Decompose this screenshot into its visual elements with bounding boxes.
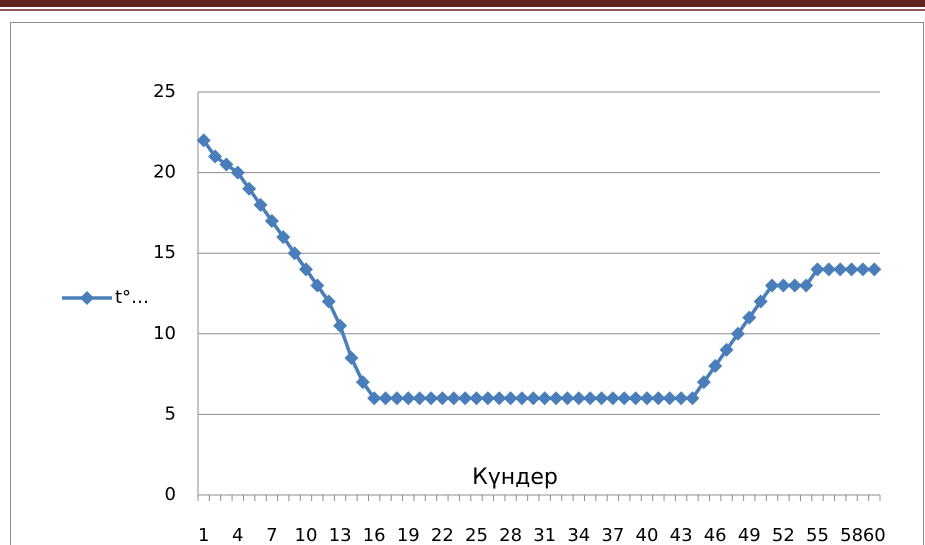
marker: [458, 391, 473, 406]
marker: [787, 278, 802, 293]
marker: [378, 391, 393, 406]
x-tick-label: 16: [363, 525, 386, 545]
marker: [753, 294, 768, 309]
marker: [855, 262, 870, 277]
x-axis-title: Күндер: [472, 465, 558, 490]
marker: [776, 278, 791, 293]
marker: [549, 391, 564, 406]
marker: [355, 375, 370, 390]
marker: [685, 391, 700, 406]
marker: [367, 391, 382, 406]
x-tick-label: 34: [567, 525, 590, 545]
x-tick-label: 37: [601, 525, 624, 545]
x-tick-label: 4: [232, 525, 243, 545]
marker: [287, 246, 302, 261]
x-tick-label: 43: [670, 525, 693, 545]
marker: [344, 350, 359, 365]
y-tick-label: 5: [165, 403, 176, 424]
marker: [617, 391, 632, 406]
marker: [514, 391, 529, 406]
marker: [742, 310, 757, 325]
marker: [674, 391, 689, 406]
marker: [594, 391, 609, 406]
marker: [810, 262, 825, 277]
x-tick-label: 1: [198, 525, 209, 545]
marker: [765, 278, 780, 293]
marker: [639, 391, 654, 406]
marker: [867, 262, 882, 277]
marker: [719, 342, 734, 357]
x-tick-label: 46: [704, 525, 727, 545]
marker: [730, 326, 745, 341]
marker: [333, 318, 348, 333]
marker: [571, 391, 586, 406]
x-tick-label: 13: [329, 525, 352, 545]
marker: [526, 391, 541, 406]
marker: [401, 391, 416, 406]
marker: [276, 230, 291, 245]
marker: [492, 391, 507, 406]
marker: [696, 375, 711, 390]
x-tick-label: 40: [636, 525, 659, 545]
marker: [708, 359, 723, 374]
top-bar: [0, 0, 925, 7]
marker: [844, 262, 859, 277]
marker: [208, 149, 223, 164]
x-tick-label: 25: [465, 525, 488, 545]
marker: [298, 262, 313, 277]
marker: [651, 391, 666, 406]
marker: [253, 197, 268, 212]
marker: [196, 133, 211, 148]
x-tick-label: 28: [499, 525, 522, 545]
marker: [424, 391, 439, 406]
marker: [469, 391, 484, 406]
marker: [310, 278, 325, 293]
x-tick-label: 49: [738, 525, 761, 545]
marker: [242, 181, 257, 196]
x-tick-label: 31: [533, 525, 556, 545]
x-tick-label: 19: [397, 525, 420, 545]
marker: [605, 391, 620, 406]
marker: [412, 391, 427, 406]
marker: [537, 391, 552, 406]
marker: [264, 213, 279, 228]
x-tick-label: 10: [295, 525, 318, 545]
x-tick-label: 58: [840, 525, 863, 545]
y-tick-label: 25: [153, 81, 176, 102]
marker: [219, 157, 234, 172]
marker: [628, 391, 643, 406]
marker: [662, 391, 677, 406]
y-tick-label: 0: [165, 484, 176, 505]
chart-frame: [10, 22, 924, 545]
x-tick-label: 60: [863, 525, 886, 545]
marker: [560, 391, 575, 406]
marker: [446, 391, 461, 406]
x-tick-label: 22: [431, 525, 454, 545]
marker: [480, 391, 495, 406]
marker: [321, 294, 336, 309]
x-tick-label: 7: [266, 525, 277, 545]
y-tick-label: 20: [153, 162, 176, 183]
marker: [435, 391, 450, 406]
y-tick-label: 10: [153, 323, 176, 344]
y-tick-label: 15: [153, 242, 176, 263]
marker: [821, 262, 836, 277]
marker: [503, 391, 518, 406]
marker: [389, 391, 404, 406]
marker: [799, 278, 814, 293]
legend-marker: [80, 291, 94, 305]
marker: [583, 391, 598, 406]
x-tick-label: 55: [806, 525, 829, 545]
x-tick-label: 52: [772, 525, 795, 545]
marker: [230, 165, 245, 180]
marker: [833, 262, 848, 277]
legend-label: t°…: [115, 287, 149, 308]
